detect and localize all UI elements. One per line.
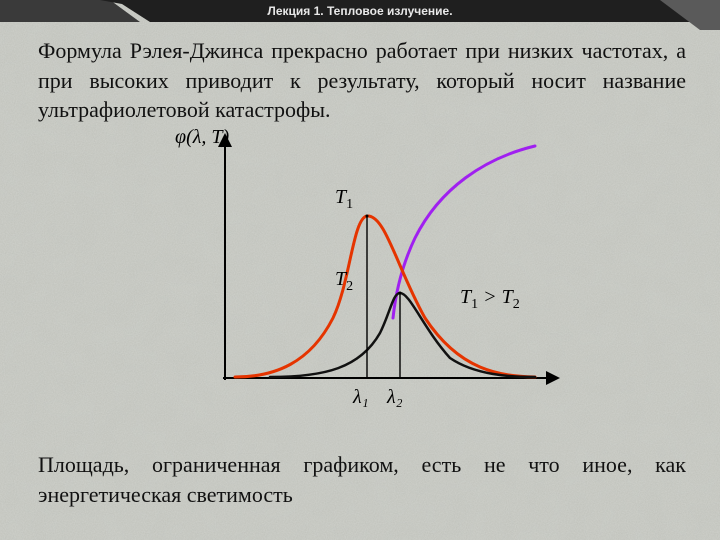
label-t1: T1 [335,186,353,213]
paragraph-intro: Формула Рэлея-Джинса прекрасно работает … [38,36,686,125]
label-t2: T2 [335,268,353,295]
x-tick-lambda1: λ₁ [353,386,369,409]
peak-dot-t2 [399,292,402,295]
label-relation: T1 > T2 [460,286,520,313]
lecture-banner: Лекция 1. Тепловое излучение. [0,0,720,28]
uv-catastrophe-chart: φ(λ, T) T1 T2 T1 > T2 λ₁ λ₂ [175,128,575,423]
paragraph-conclusion: Площадь, ограниченная графиком, есть не … [38,450,686,509]
lecture-title: Лекция 1. Тепловое излучение. [0,4,720,18]
peak-dot-t1 [366,215,369,218]
x-tick-lambda2: λ₂ [387,386,403,409]
y-axis-label: φ(λ, T) [175,126,229,149]
